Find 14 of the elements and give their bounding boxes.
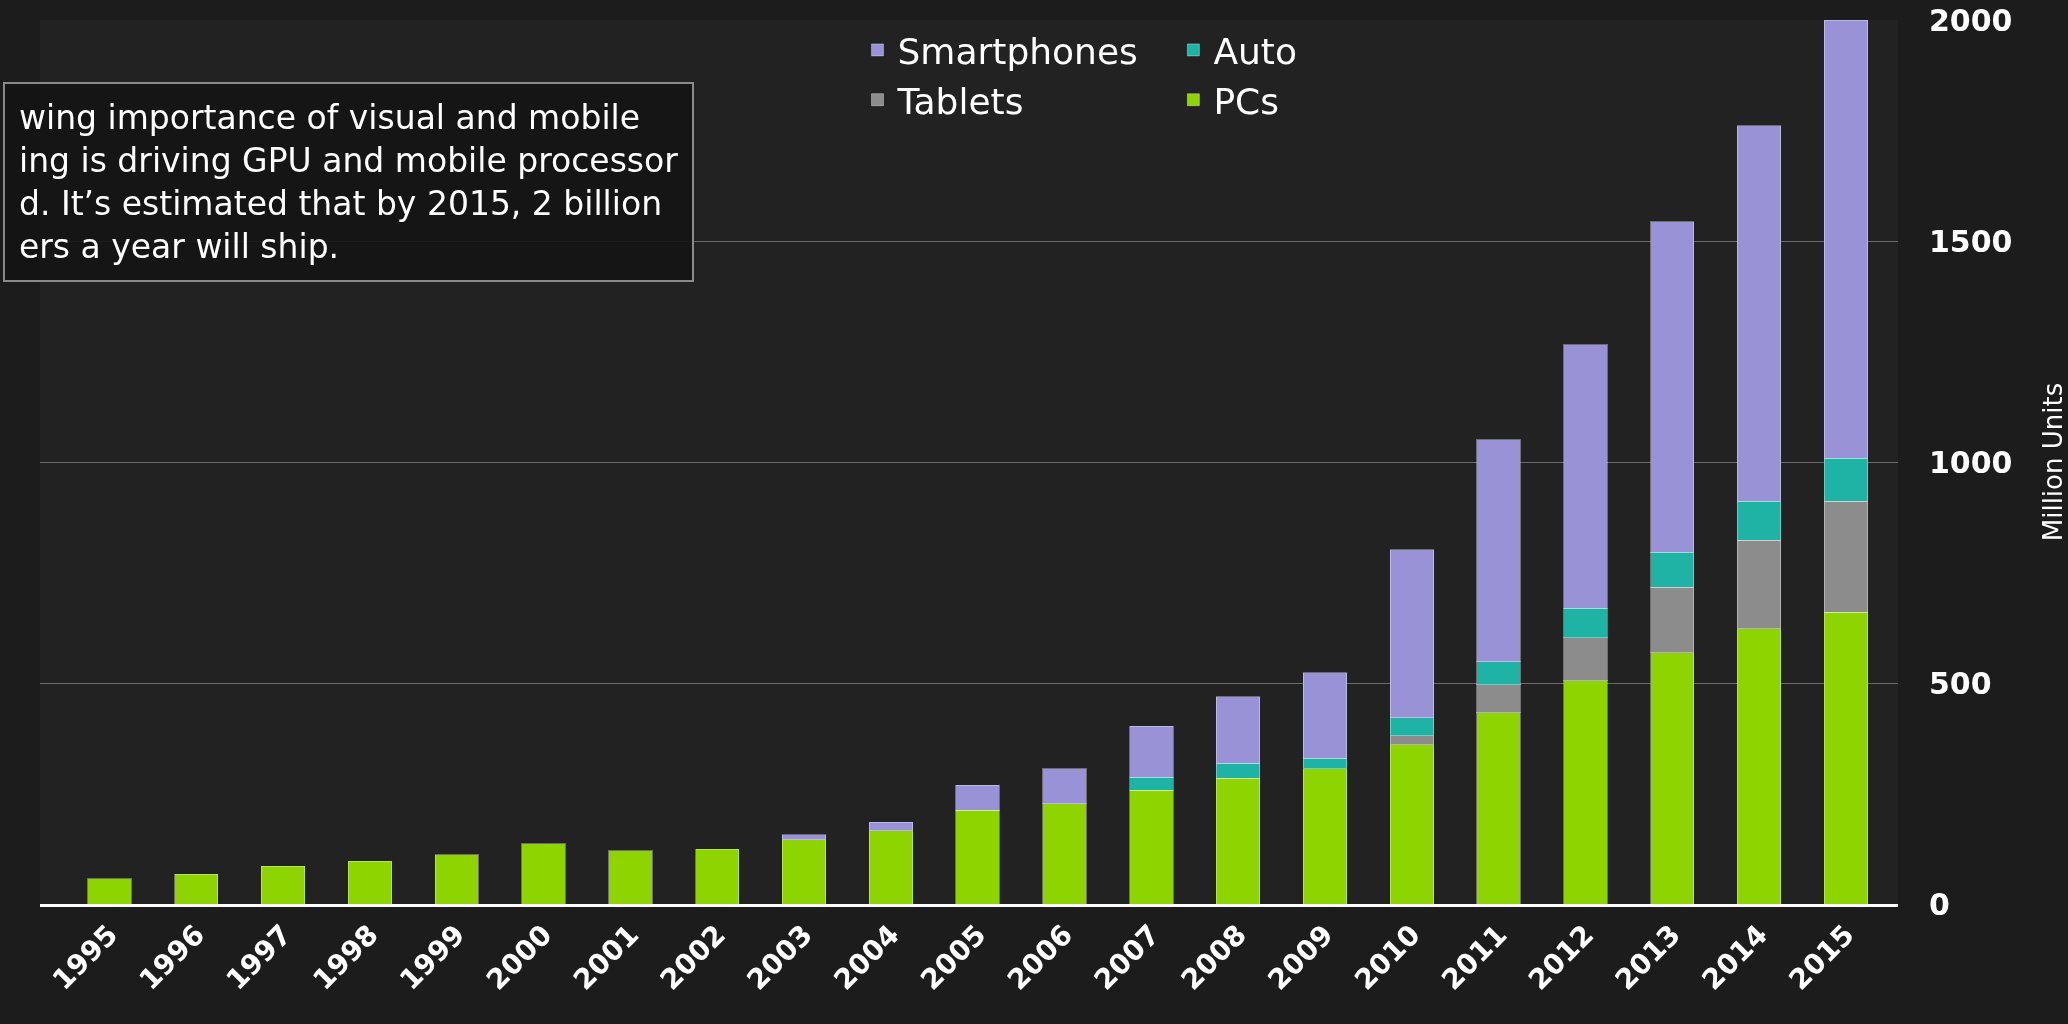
y-tick-label: 1500 (1929, 223, 2013, 259)
annotation: ers a year will ship. (19, 226, 340, 266)
legend-label: PCs (1213, 80, 1279, 122)
legend-label: Auto (1213, 30, 1297, 72)
legend-label: Smartphones (897, 30, 1138, 72)
y-tick-label: 0 (1929, 886, 1950, 922)
y-tick-label: 500 (1929, 665, 1992, 701)
y-tick-label: 2000 (1929, 2, 2013, 38)
legend-label: Tablets (896, 80, 1024, 122)
annotation: wing importance of visual and mobile (19, 98, 641, 137)
y-tick-label: 1000 (1929, 444, 2013, 480)
annotation: d. It’s estimated that by 2015, 2 billion (19, 183, 663, 223)
annotation: ing is driving GPU and mobile processor (19, 140, 679, 180)
y-axis-title: Million Units (2038, 382, 2068, 542)
